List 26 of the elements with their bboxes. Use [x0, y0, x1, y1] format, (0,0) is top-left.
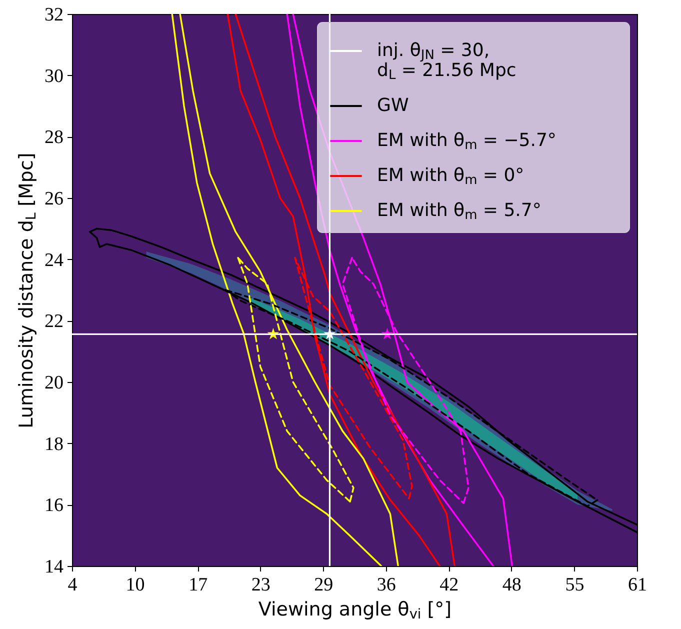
- x-tick-label: 36: [376, 574, 396, 596]
- y-tick-label: 32: [44, 4, 64, 26]
- y-tick-label: 20: [44, 372, 64, 394]
- y-tick-label: 26: [44, 188, 64, 210]
- y-tick-label: 14: [44, 556, 64, 578]
- y-tick-label: 24: [44, 250, 64, 271]
- x-tick-label: 42: [440, 574, 459, 596]
- y-tick-label: 18: [44, 434, 64, 455]
- x-tick-label: 48: [502, 574, 522, 596]
- x-tick-label: 10: [126, 574, 145, 596]
- x-tick-label: 55: [565, 574, 584, 596]
- legend-label: EM with θ$_{m}$ = −5.7°: [377, 130, 556, 153]
- x-tick-label: 4: [68, 574, 78, 596]
- text: inj. θ$_{JN}$ = 30, d$_{L}$ = 21.56 Mpc: [377, 40, 516, 83]
- x-tick-label: 61: [628, 574, 647, 596]
- x-tick-label: 23: [251, 574, 270, 596]
- y-tick-label: 16: [44, 495, 64, 516]
- legend-label: GW: [377, 95, 409, 116]
- x-axis-title: Viewing angle θ$_{vi}$ [°]: [258, 598, 452, 623]
- x-tick-label: 17: [188, 574, 208, 596]
- y-tick-label: 28: [44, 127, 64, 148]
- y-tick-label: 30: [44, 66, 64, 87]
- legend-label: EM with θ$_{m}$ = 5.7°: [377, 200, 542, 223]
- y-tick-label: 22: [44, 311, 64, 332]
- legend-label: EM with θ$_{m}$ = 0°: [377, 165, 524, 188]
- x-tick-label: 29: [314, 574, 334, 596]
